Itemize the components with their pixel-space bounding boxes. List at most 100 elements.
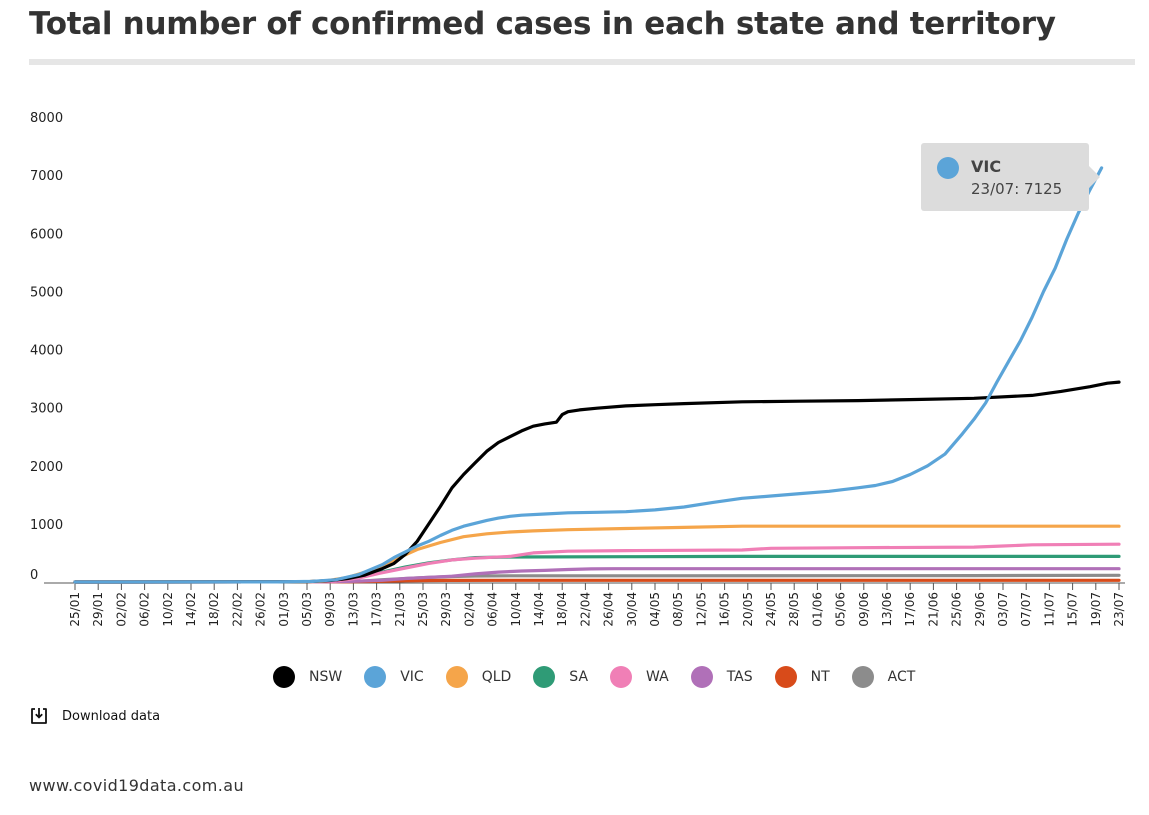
legend-label: SA: [569, 669, 589, 685]
legend-dot: [690, 666, 713, 688]
legend-item-wa[interactable]: WA: [610, 666, 669, 688]
x-tick-label: 28/05: [787, 592, 801, 627]
x-tick-label: 05/03: [300, 592, 314, 627]
y-tick-label: 4000: [30, 344, 63, 359]
x-tick-label: 14/04: [532, 592, 546, 627]
x-tick-label: 06/04: [486, 592, 500, 627]
legend-label: ACT: [887, 669, 916, 685]
vic-tooltip: VIC 23/07: 7125: [921, 143, 1089, 211]
x-tick-label: 22/04: [578, 592, 592, 627]
tooltip-arrow: [1089, 166, 1100, 188]
legend-dot: [533, 666, 556, 688]
x-tick-label: 12/05: [694, 592, 708, 627]
legend-label: TAS: [726, 669, 753, 685]
x-tick-label: 30/04: [625, 592, 639, 627]
x-tick-label: 09/03: [323, 592, 337, 627]
series-line-qld[interactable]: [73, 524, 1121, 584]
x-tick-label: 15/07: [1066, 592, 1080, 627]
legend-dot: [445, 666, 468, 688]
legend-item-qld[interactable]: QLD: [445, 666, 512, 688]
x-tick-label: 21/06: [926, 592, 940, 627]
x-tick-label: 08/05: [671, 592, 685, 627]
x-tick-label: 26/02: [254, 592, 268, 627]
x-tick-label: 17/06: [903, 592, 917, 627]
legend-dot: [610, 666, 633, 688]
x-tick-label: 26/04: [602, 592, 616, 627]
x-tick-label: 09/06: [857, 592, 871, 627]
series-line-nsw[interactable]: [73, 380, 1121, 584]
legend-dot: [851, 666, 874, 688]
legend-item-act[interactable]: ACT: [851, 666, 916, 688]
x-tick-label: 07/07: [1019, 592, 1033, 627]
x-tick-label: 23/07: [1112, 592, 1126, 627]
x-tick-label: 01/06: [810, 592, 824, 627]
x-tick-label: 04/05: [648, 592, 662, 627]
series-lines: [73, 166, 1121, 584]
y-tick-label: 5000: [30, 285, 63, 300]
x-tick-label: 17/03: [370, 592, 384, 627]
legend-dot: [774, 666, 797, 688]
legend-item-vic[interactable]: VIC: [364, 666, 424, 688]
x-tick-label: 29/03: [439, 592, 453, 627]
x-tick-label: 13/06: [880, 592, 894, 627]
legend-item-sa[interactable]: SA: [533, 666, 588, 688]
page-title: Total number of confirmed cases in each …: [29, 6, 1056, 42]
x-tick-label: 22/02: [230, 592, 244, 627]
x-tick-label: 02/04: [462, 592, 476, 627]
x-tick-label: 10/02: [161, 592, 175, 627]
y-tick-label: 6000: [30, 227, 63, 242]
tooltip-series-dot: [937, 157, 959, 179]
legend-dot: [364, 666, 387, 688]
x-tick-label: 13/03: [346, 592, 360, 627]
y-tick-label: 8000: [30, 111, 63, 126]
y-axis: 0 1000 2000 3000 4000 5000 6000 7000 8000: [30, 111, 63, 583]
x-tick-label: 24/05: [764, 592, 778, 627]
download-icon: [31, 708, 47, 724]
x-tick-label: 19/07: [1089, 592, 1103, 627]
series-line-wa[interactable]: [73, 542, 1121, 584]
x-axis: 25/01 29/01 02/02 06/02 10/02 14/02 18/02 22/02…: [44, 582, 1126, 627]
x-tick-label: 03/07: [996, 592, 1010, 627]
legend-label: VIC: [400, 669, 424, 685]
x-tick-label: 06/02: [138, 592, 152, 627]
x-tick-label: 02/02: [114, 592, 128, 627]
y-tick-label: 1000: [30, 518, 63, 533]
legend-label: NSW: [309, 669, 343, 685]
tooltip-value: 23/07: 7125: [971, 180, 1063, 198]
x-tick-label: 29/01: [91, 592, 105, 627]
x-tick-label: 16/05: [718, 592, 732, 627]
y-tick-label: 0: [30, 568, 38, 583]
x-tick-label: 14/02: [184, 592, 198, 627]
x-tick-label: 05/06: [834, 592, 848, 627]
legend: NSW VIC QLD SA WA TAS NT ACT: [273, 666, 937, 688]
x-tick-label: 20/05: [741, 592, 755, 627]
x-tick-label: 18/04: [555, 592, 569, 627]
legend-label: QLD: [481, 669, 512, 685]
x-tick-label: 25/03: [416, 592, 430, 627]
x-tick-label: 01/03: [277, 592, 291, 627]
download-data-button[interactable]: Download data: [29, 706, 160, 726]
y-tick-label: 3000: [30, 402, 63, 417]
x-tick-label: 25/06: [950, 592, 964, 627]
source-url: www.covid19data.com.au: [29, 776, 245, 795]
series-line-vic[interactable]: [73, 166, 1104, 584]
y-tick-label: 2000: [30, 460, 63, 475]
title-divider: [29, 59, 1135, 65]
x-tick-label: 11/07: [1042, 592, 1056, 627]
download-data-label: Download data: [62, 708, 161, 724]
x-tick-label: 21/03: [393, 592, 407, 627]
y-tick-label: 7000: [30, 169, 63, 184]
tooltip-series-name: VIC: [971, 157, 1002, 176]
x-tick-label: 18/02: [207, 592, 221, 627]
legend-dot: [273, 666, 295, 688]
legend-item-nt[interactable]: NT: [774, 666, 830, 688]
legend-label: WA: [646, 669, 669, 685]
x-tick-label: 10/04: [509, 592, 523, 627]
legend-item-nsw[interactable]: NSW: [273, 666, 342, 688]
legend-label: NT: [810, 669, 830, 685]
legend-item-tas[interactable]: TAS: [690, 666, 753, 688]
x-tick-label: 25/01: [68, 592, 82, 627]
series-line-tas[interactable]: [73, 567, 1121, 584]
x-tick-label: 29/06: [973, 592, 987, 627]
